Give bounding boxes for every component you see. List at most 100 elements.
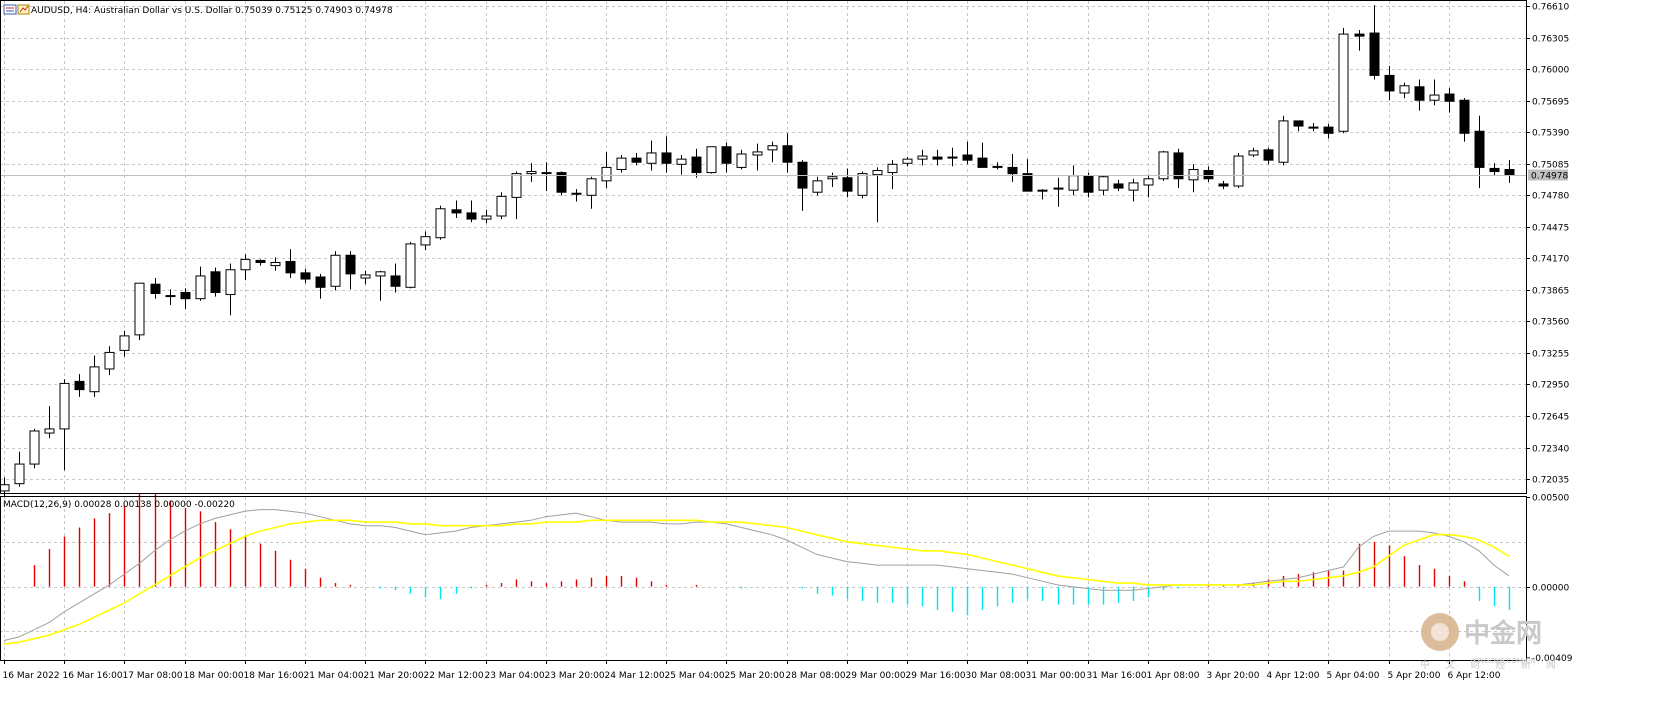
candle-body-bear [721,146,732,164]
y-tick-label: 0.73560 [1532,318,1569,328]
candle [767,141,778,163]
x-tick-label: 16 Mar 16:00 [63,671,123,681]
y-tick-label: 0.76000 [1532,66,1569,76]
candle-body-bull [586,178,597,196]
candle-body-bear [782,145,793,163]
candle-body-bull [330,254,341,287]
candle-body-bear [661,152,672,164]
candle [706,146,717,174]
candle [721,142,732,173]
candle [797,160,808,211]
candle [315,273,326,299]
candle-body-bear [947,156,958,159]
candle-body-bear [1384,74,1395,92]
candle [1459,98,1470,142]
x-tick-label: 17 Mar 08:00 [123,671,183,681]
candle [119,330,130,357]
candle-body-bull [195,275,206,300]
candle [631,152,642,166]
macd-title: MACD(12,26,9) 0.00028 0.00138 0.00000 -0… [3,500,235,510]
candle-body-bear [1323,126,1334,134]
current-price-tag [1528,169,1568,181]
candle [1323,124,1334,139]
candle-body-bear [1414,86,1425,101]
candle [1444,87,1455,113]
x-tick-label: 29 Mar 16:00 [906,671,966,681]
candle [1007,153,1018,182]
candle [285,249,296,279]
candle-body-bear [1083,175,1094,193]
candle-body-bull [89,366,100,393]
candle-body-bull [44,428,55,434]
x-tick-label: 23 Mar 04:00 [485,671,545,681]
candle-body-bull [405,243,416,288]
candle [1489,163,1500,176]
macd-signal-line [3,519,1510,645]
candle-body-bear [210,271,221,293]
candle [165,289,176,305]
candle-body-bull [1053,187,1064,190]
candle-body-bull [676,158,687,165]
candle [736,149,747,170]
candle-body-bull [1098,176,1109,191]
macd-indicator [3,493,1511,645]
candle-body-bear [1007,166,1018,175]
y-tick-label: 0.74780 [1532,192,1569,202]
candle-body-bull [1158,151,1169,180]
x-tick-label: 31 Mar 16:00 [1087,671,1147,681]
candle [1263,147,1274,165]
candle-body-bear [1022,173,1033,192]
chart-menu-icon[interactable] [3,4,17,15]
candle-body-bear [1444,93,1455,102]
candle-body-bear [180,291,191,300]
candle-body-bear [1474,130,1485,168]
candle-body-bull [435,208,446,239]
candle [1143,174,1154,198]
candle-body-bear [285,260,296,274]
symbol-icon[interactable] [17,4,30,15]
candle [435,205,446,240]
macd-pane-frame [0,496,1527,661]
y-tick-label: 0.76610 [1532,3,1569,13]
candle [150,278,161,299]
candle-body-bear [466,212,477,220]
x-tick-label: 25 Mar 20:00 [725,671,785,681]
y-tick-label: 0.74170 [1532,255,1569,265]
candle-body-bull [646,152,657,164]
candle [451,200,462,219]
candle-body-bull [1143,178,1154,186]
candle [1429,79,1440,106]
x-tick-label: 21 Mar 04:00 [304,671,364,681]
candle-body-bull [496,195,507,217]
current-price-label: 0.74978 [1531,172,1568,182]
candle [375,270,386,301]
candle-body-bull [481,215,492,220]
macd-main-line [3,509,1510,641]
candle [1474,115,1485,189]
candle-body-bear [556,172,567,193]
candle-body-bear [1263,149,1274,161]
candle [1369,5,1380,80]
candle [917,149,928,166]
candle-body-bull [134,282,145,336]
candle-body-bear [1203,170,1214,180]
candle-body-bear [1218,183,1229,187]
candle-body-bull [1399,85,1410,94]
x-tick-label: 6 Apr 12:00 [1448,671,1501,681]
candle-body-bull [541,172,552,175]
candle-body-bear [1113,183,1124,189]
chart-title: AUDUSD, H4: Australian Dollar vs U.S. Do… [31,6,393,16]
candle [210,267,221,297]
candle [1338,27,1349,134]
grid [0,1,1526,660]
candle [44,406,55,439]
candle-body-bear [571,192,582,195]
candle-body-bull [1068,175,1079,191]
candle-body-bear [390,275,401,287]
y-tick-label: 0.73865 [1532,287,1569,297]
candle [420,231,431,251]
candle [1218,180,1229,190]
candle [752,143,763,171]
candle-body-bull [1233,155,1244,187]
x-tick-label: 3 Apr 20:00 [1207,671,1260,681]
